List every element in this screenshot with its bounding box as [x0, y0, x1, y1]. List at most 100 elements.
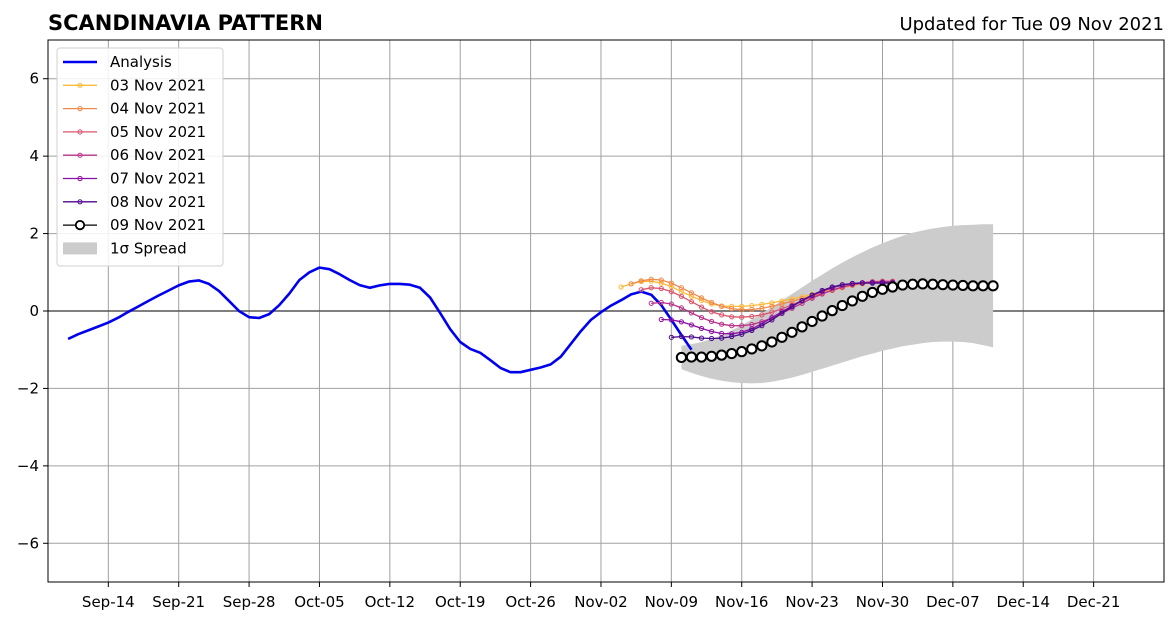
- series-forecast-point: [977, 280, 989, 292]
- chart-subtitle: Updated for Tue 09 Nov 2021: [899, 14, 1164, 35]
- series-forecast-point: [729, 323, 735, 329]
- series-forecast-point: [695, 351, 708, 363]
- series-forecast-point: [729, 306, 735, 312]
- series-forecast-point: [668, 280, 674, 286]
- legend-marker: [77, 199, 83, 205]
- series-forecast-point: [886, 281, 899, 293]
- series-forecast-point: [726, 347, 738, 360]
- series-forecast-point: [967, 280, 979, 292]
- series-forecast-point: [678, 293, 685, 299]
- y-tick-label: 6: [29, 70, 39, 88]
- legend-swatch: [63, 242, 97, 255]
- series-forecast-point: [658, 316, 664, 323]
- series-forecast-point: [688, 310, 695, 316]
- x-tick-label: Dec-07: [926, 593, 980, 611]
- series-forecast-point: [668, 284, 674, 290]
- x-tick-label: Oct-12: [365, 593, 415, 611]
- series-forecast-point: [789, 304, 795, 310]
- y-tick-label: 2: [29, 225, 39, 243]
- series-forecast-point: [719, 303, 725, 309]
- series-forecast-point: [638, 287, 644, 293]
- chart-title: SCANDINAVIA PATTERN: [48, 11, 323, 35]
- y-tick-label: −2: [17, 379, 39, 397]
- series-forecast-point: [708, 318, 715, 325]
- legend-marker: [77, 106, 83, 112]
- series-forecast-point: [769, 309, 775, 315]
- x-tick-label: Oct-26: [505, 593, 555, 611]
- series-forecast-point: [947, 279, 959, 291]
- series-forecast-point: [688, 290, 695, 296]
- series-forecast-point: [698, 295, 705, 301]
- x-tick-label: Dec-21: [1067, 593, 1121, 611]
- series-forecast-point: [759, 312, 765, 318]
- series-forecast-point: [658, 280, 664, 286]
- legend-label: 1σ Spread: [110, 239, 187, 257]
- series-forecast-point: [907, 278, 919, 290]
- series-forecast-point: [705, 350, 718, 362]
- series-forecast-point: [739, 303, 745, 309]
- series-forecast-point: [826, 305, 838, 317]
- legend-label: 03 Nov 2021: [110, 76, 206, 94]
- series-forecast-point: [698, 325, 705, 332]
- series-forecast-point: [749, 313, 755, 320]
- series-forecast-point: [708, 335, 715, 342]
- series-forecast-point: [688, 293, 695, 299]
- series-forecast-point: [819, 287, 825, 294]
- series-forecast-point: [849, 280, 855, 287]
- series-forecast-point: [658, 285, 664, 292]
- series-forecast-point: [678, 285, 685, 291]
- plot-area: [67, 224, 999, 384]
- series-forecast-point: [759, 323, 765, 329]
- legend-label: 07 Nov 2021: [110, 170, 206, 188]
- series-forecast-point: [688, 322, 695, 328]
- series-forecast-point: [698, 304, 705, 310]
- series-forecast-point: [756, 340, 768, 352]
- series-forecast-point: [799, 297, 805, 304]
- series-forecast-point: [856, 290, 868, 302]
- series-forecast-point: [987, 280, 999, 292]
- legend-label: 09 Nov 2021: [110, 216, 206, 234]
- series-forecast-point: [648, 285, 654, 291]
- y-tick-label: 0: [29, 302, 39, 320]
- y-tick-label: 4: [29, 147, 39, 165]
- series-forecast-point: [749, 327, 755, 333]
- series-forecast-point: [917, 278, 929, 290]
- series-forecast-point: [866, 286, 879, 299]
- series-forecast-line: [671, 282, 893, 340]
- legend-label: 05 Nov 2021: [110, 123, 206, 141]
- y-tick-label: −6: [17, 534, 39, 552]
- y-tick-label: −4: [17, 457, 39, 475]
- series-forecast-point: [779, 298, 785, 304]
- series-forecast-point: [685, 351, 698, 363]
- series-forecast-point: [708, 299, 715, 306]
- series-forecast-point: [846, 295, 858, 307]
- legend-label: 08 Nov 2021: [110, 193, 206, 211]
- axes-frame: [47, 39, 1165, 583]
- series-forecast-point: [769, 317, 775, 323]
- legend-box: [56, 47, 224, 267]
- series-forecast-point: [859, 280, 865, 286]
- series-forecast-point: [927, 278, 939, 290]
- series-forecast-point: [719, 312, 725, 318]
- series-forecast-point: [648, 276, 654, 282]
- x-tick-label: Sep-14: [82, 593, 135, 611]
- series-forecast-point: [746, 343, 758, 355]
- series-forecast-point: [638, 278, 644, 284]
- series-forecast-point: [839, 282, 845, 288]
- x-tick-label: Sep-21: [152, 593, 205, 611]
- series-forecast-point: [869, 280, 876, 286]
- series-forecast-point: [937, 279, 949, 291]
- series-forecast-point: [739, 331, 745, 337]
- x-tick-label: Oct-05: [294, 593, 344, 611]
- legend-label: Analysis: [110, 53, 172, 71]
- series-forecast-point: [769, 303, 775, 309]
- x-tick-label: Nov-02: [574, 593, 627, 611]
- series-forecast-point: [739, 323, 745, 329]
- legend-label: 04 Nov 2021: [110, 100, 206, 118]
- x-tick-label: Nov-23: [785, 593, 838, 611]
- series-forecast-point: [806, 315, 818, 328]
- x-tick-label: Nov-09: [645, 593, 698, 611]
- series-forecast-point: [829, 284, 835, 290]
- x-tick-label: Nov-30: [856, 593, 909, 611]
